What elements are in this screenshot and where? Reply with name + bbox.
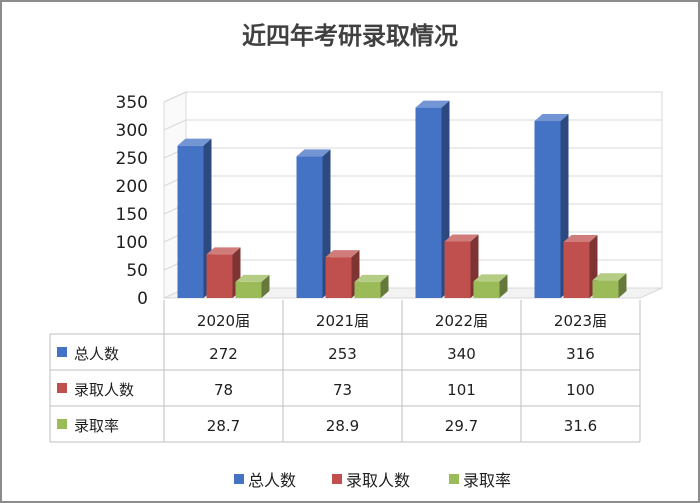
bar-top: [296, 149, 331, 157]
y-tick-label: 0: [137, 289, 148, 309]
y-tick-label: 200: [116, 177, 148, 197]
bar-top: [325, 250, 360, 258]
bar-front: [325, 257, 352, 298]
table-row-label: 录取人数: [74, 381, 134, 399]
bar-front: [415, 107, 442, 298]
legend-key: [234, 474, 244, 484]
table-row-label: 总人数: [74, 345, 119, 363]
bar-total-2023届: [534, 114, 569, 298]
legend-entry: 总人数: [248, 471, 296, 490]
bar-rate-2020届: [235, 274, 270, 298]
bar-top: [534, 114, 569, 122]
bar-side: [380, 274, 389, 298]
legend-entry: 录取人数: [346, 471, 410, 490]
gridline-side: [163, 119, 187, 131]
y-tick-label: 150: [116, 205, 148, 225]
bar-side: [261, 274, 270, 298]
table-row-label: 录取率: [74, 417, 119, 435]
bar-top: [473, 274, 508, 282]
bar-side: [618, 273, 627, 298]
legend-key: [332, 474, 342, 484]
bar-admitted-2022届: [444, 234, 479, 298]
bar-admitted-2023届: [563, 235, 598, 298]
bar-top: [415, 100, 450, 108]
data-label: 78: [214, 381, 233, 399]
gridline-side: [163, 91, 187, 103]
table-legend-key: [57, 383, 67, 393]
bar-side: [499, 274, 508, 298]
bar-top: [235, 274, 270, 282]
bar-rate-2022届: [473, 274, 508, 298]
data-label: 28.9: [326, 417, 359, 435]
y-tick-label: 250: [116, 149, 148, 169]
table-legend-key: [57, 347, 67, 357]
bar-admitted-2021届: [325, 250, 360, 298]
x-tick-label: 2023届: [554, 312, 607, 330]
data-label: 73: [333, 381, 352, 399]
legend: 总人数 录取人数 录取率: [234, 471, 511, 490]
x-tick-label: 2020届: [197, 312, 250, 330]
data-label: 28.7: [207, 417, 240, 435]
table-legend-key: [57, 419, 67, 429]
bar-front: [534, 121, 561, 298]
bar-rate-2021届: [354, 274, 389, 298]
bar-top: [563, 235, 598, 242]
x-tick-label: 2021届: [316, 312, 369, 330]
data-label: 316: [566, 345, 595, 363]
bar-total-2022届: [415, 100, 450, 298]
bar-front: [354, 281, 381, 298]
bar-admitted-2020届: [206, 247, 241, 298]
bar-front: [592, 280, 619, 298]
data-label: 340: [447, 345, 476, 363]
bar-total-2021届: [296, 149, 331, 298]
bar-total-2020届: [177, 138, 212, 298]
bars: [177, 100, 627, 298]
bar-top: [592, 273, 627, 281]
y-tick-label: 50: [126, 261, 148, 281]
y-tick-label: 350: [116, 93, 148, 113]
bar-front: [444, 241, 471, 298]
data-label: 253: [328, 345, 357, 363]
bar-top: [354, 274, 389, 282]
data-label: 31.6: [564, 417, 597, 435]
data-label: 29.7: [445, 417, 478, 435]
bar-rate-2023届: [592, 273, 627, 298]
bar-top: [206, 247, 241, 255]
bar-front: [235, 281, 262, 298]
data-label: 100: [566, 381, 595, 399]
bar-top: [444, 234, 479, 242]
bar-front: [563, 242, 590, 298]
y-tick-label: 100: [116, 233, 148, 253]
bar-front: [473, 281, 500, 298]
x-tick-label: 2022届: [435, 312, 488, 330]
bar-front: [296, 156, 323, 298]
data-label: 101: [447, 381, 476, 399]
y-axis: 0 50 100 150 200 250 300 350: [116, 93, 148, 309]
bar-top: [177, 138, 212, 146]
y-tick-label: 300: [116, 121, 148, 141]
bar-front: [177, 145, 204, 298]
legend-entry: 录取率: [463, 471, 511, 490]
bar-front: [206, 254, 233, 298]
legend-key: [449, 474, 459, 484]
data-label: 272: [209, 345, 238, 363]
chart-title: 近四年考研录取情况: [242, 22, 458, 50]
